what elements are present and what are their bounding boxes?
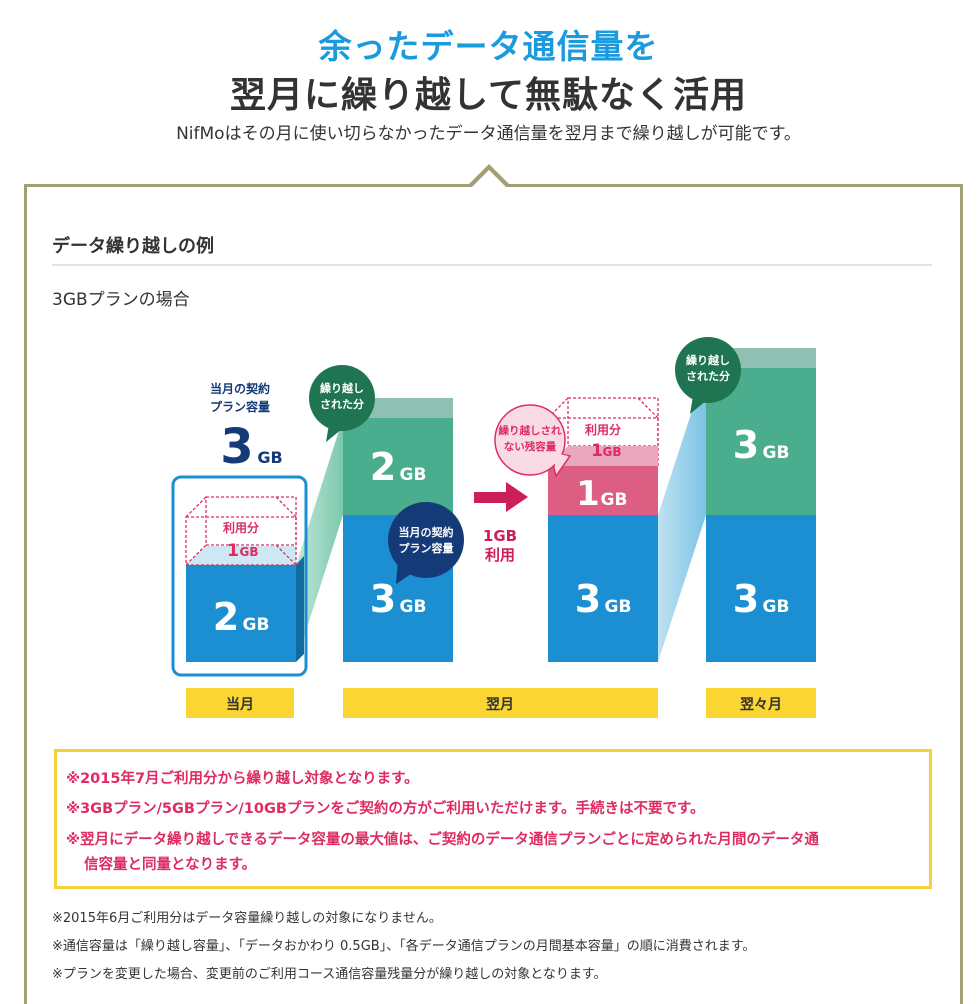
current-remaining-block (186, 565, 296, 662)
bubble-unused-line2: ない残容量 (504, 440, 557, 453)
usage-arrow-line1: 1GB (483, 527, 517, 545)
current-used-value: 1 (227, 541, 239, 561)
current-used-outline (185, 496, 297, 566)
next-base-value: 3 (370, 577, 396, 621)
current-month-highlight (171, 475, 308, 677)
carry-beam-1 (296, 418, 343, 662)
month-label-after-next-bg (706, 688, 816, 718)
hero-headline-line2: 翌月に繰り越して無駄なく活用 (230, 75, 747, 116)
month-label-current: 当月 (226, 696, 254, 713)
bubble-contract-line2: プラン容量 (399, 541, 454, 555)
current-remaining-unit: GB (243, 615, 270, 635)
hero-headline-line1: 余ったデータ通信量を (318, 27, 659, 66)
month3-base-value: 3 (733, 577, 759, 621)
contract-unit: GB (257, 448, 282, 467)
carryover-diagram: 利用分 1 GB 2 GB 当月の契約 プラン容量 3 GB 2 GB 3 GB… (171, 337, 816, 718)
bubble-contract-line1: 当月の契約 (399, 525, 454, 539)
hero-subtitle: NifMoはその月に使い切らなかったデータ通信量を翌月まで繰り越しが可能です。 (176, 124, 801, 144)
current-used-unit: GB (240, 545, 259, 559)
frame-notch-fill (470, 170, 508, 189)
note-red-3-cont: 信容量と同量となります。 (84, 857, 257, 873)
next-carry-unit: GB (400, 465, 427, 485)
note-red-1: ※2015年7月ご利用分から繰り越し対象となります。 (66, 771, 419, 787)
current-remaining-value: 2 (213, 595, 239, 639)
month-label-after-next: 翌々月 (740, 697, 782, 713)
note-red-3: ※翌月にデータ繰り越しできるデータ容量の最大値は、ご契約のデータ通信プランごとに… (66, 832, 819, 848)
contract-value: 3 (220, 419, 253, 475)
usage-arrow (474, 482, 528, 512)
next2-base-block (548, 515, 658, 662)
month3-base-block (706, 515, 816, 662)
bubble-unused-line1: 繰り越しされ (499, 424, 562, 437)
next2-left-value: 1 (576, 474, 600, 514)
next-base-unit: GB (400, 597, 427, 617)
current-block-side (296, 556, 304, 662)
month-label-next-bg (343, 688, 658, 718)
contract-label-line1: 当月の契約 (210, 381, 270, 396)
bubble-carried-3-line2: された分 (686, 369, 730, 383)
next2-left-top (548, 446, 658, 466)
bubble-carried-1: 繰り越し された分 (309, 365, 375, 442)
next2-base-value: 3 (575, 577, 601, 621)
next-carry-value: 2 (370, 445, 396, 489)
month3-carry-unit: GB (763, 443, 790, 463)
month3-carry-value: 3 (733, 423, 759, 467)
bubble-carried-3: 繰り越し された分 (675, 337, 741, 414)
note-small-2: ※通信容量は「繰り越し容量」、「データおかわり 0.5GB」、「各データ通信プラ… (52, 939, 756, 954)
usage-arrow-line2: 利用 (485, 546, 515, 564)
bubble-unused: 繰り越しされ ない残容量 (494, 404, 572, 478)
current-used-floor (186, 546, 296, 565)
next2-used-label: 利用分 (585, 422, 621, 437)
next2-base-unit: GB (605, 597, 632, 617)
bubble-carried-1-line1: 繰り越し (320, 381, 364, 395)
current-used-label: 利用分 (223, 520, 259, 535)
next2-used-value: 1 (591, 441, 603, 461)
next2-used-unit: GB (603, 445, 622, 459)
next2-left-unit: GB (601, 490, 628, 510)
contract-label-line2: プラン容量 (210, 399, 270, 414)
month3-base-unit: GB (763, 597, 790, 617)
month-label-current-bg (186, 688, 294, 718)
bubble-contract: 当月の契約 プラン容量 (388, 502, 464, 584)
bubble-carried-3-line1: 繰り越し (686, 353, 730, 367)
important-notes-box (54, 749, 932, 889)
next2-left-block (548, 466, 658, 515)
note-small-3: ※プランを変更した場合、変更前のご利用コース通信容量残量分が繰り越しの対象となり… (52, 967, 607, 982)
note-red-2: ※3GBプラン/5GBプラン/10GBプランをご契約の方がご利用いただけます。手… (66, 801, 705, 817)
next-carry-block (343, 418, 453, 515)
plan-label: 3GBプランの場合 (52, 290, 190, 310)
carry-beam-2 (658, 368, 706, 662)
note-small-1: ※2015年6月ご利用分はデータ容量繰り越しの対象になりません。 (52, 911, 442, 926)
section-title: データ繰り越しの例 (52, 236, 214, 257)
section-divider (52, 264, 932, 266)
month-label-next: 翌月 (486, 697, 514, 713)
bubble-carried-1-line2: された分 (320, 397, 364, 411)
